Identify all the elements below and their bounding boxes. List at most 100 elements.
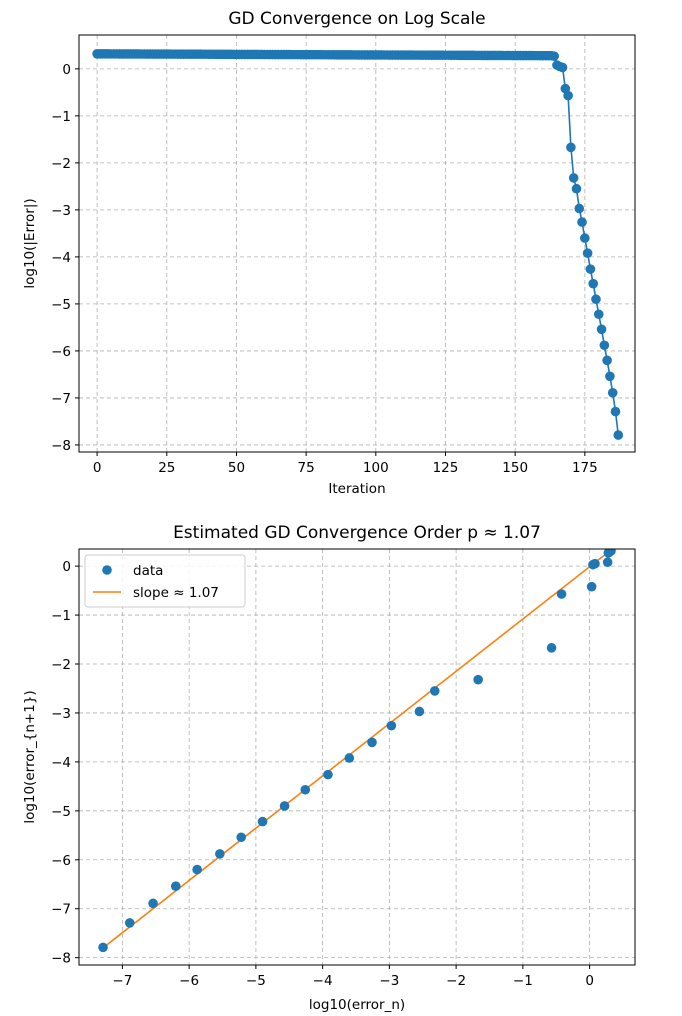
data-point (386, 720, 397, 731)
data-point (566, 142, 576, 153)
y-tick-label: −8 (51, 951, 71, 967)
data-point (574, 203, 585, 214)
data-point (593, 309, 604, 320)
data-point (367, 737, 377, 748)
x-tick-label: −1 (513, 973, 533, 989)
y-axis: 0 −1 −2 −3 −4 −5 −6 −7 −8 (51, 559, 79, 967)
data-point (300, 784, 311, 795)
y-tick-label: 0 (62, 62, 71, 78)
chart-title: Estimated GD Convergence Order p ≈ 1.07 (173, 523, 541, 543)
data-point (602, 355, 612, 366)
x-axis-label: log10(error_n) (309, 997, 405, 1013)
legend-marker (102, 565, 112, 575)
axes-frame (78, 548, 636, 966)
x-axis: 0 25 50 75 100 125 150 175 (93, 452, 598, 476)
grid (79, 35, 635, 452)
x-tick-label: −7 (112, 973, 132, 989)
legend-label: slope ≈ 1.07 (133, 585, 219, 601)
y-tick-label: −6 (51, 344, 71, 360)
data-point (580, 233, 590, 243)
data-point (613, 430, 624, 440)
data-point (429, 686, 440, 696)
y-tick-label: −7 (51, 902, 71, 918)
legend-box (84, 554, 246, 608)
x-tick-label: 75 (298, 460, 315, 476)
data-point (586, 581, 597, 592)
x-tick-label: −3 (379, 973, 399, 989)
plot-area (92, 49, 624, 440)
x-tick-label: 150 (502, 460, 528, 476)
x-tick-label: 0 (585, 973, 594, 989)
x-tick-label: 50 (228, 460, 245, 476)
y-tick-label: −2 (51, 156, 71, 172)
data-point (585, 264, 596, 274)
x-tick-label: 0 (93, 460, 102, 476)
data-point (344, 753, 355, 763)
fit-line (102, 549, 612, 949)
axes-frame (78, 34, 636, 453)
data-point (556, 589, 567, 599)
y-tick-label: −3 (51, 706, 71, 722)
data-point (568, 173, 579, 183)
data-point (607, 387, 618, 398)
x-tick-label: −4 (313, 973, 333, 989)
x-tick-label: −2 (446, 973, 466, 989)
y-tick-label: −4 (51, 250, 71, 266)
y-tick-label: −7 (51, 391, 71, 407)
data-point (192, 864, 202, 875)
legend-label: data (133, 563, 163, 579)
x-tick-label: −5 (246, 973, 266, 989)
data-point (571, 183, 582, 194)
legend: data slope ≈ 1.07 (84, 554, 246, 608)
y-tick-label: −1 (51, 608, 71, 624)
data-point (236, 832, 246, 843)
y-tick-label: 0 (62, 559, 71, 575)
chart-2: Estimated GD Convergence Order p ≈ 1.07 −… (22, 523, 636, 1013)
data-point (546, 643, 557, 653)
data-point (602, 557, 613, 568)
y-tick-label: −5 (51, 297, 71, 313)
data-point (124, 918, 135, 928)
y-tick-label: −3 (51, 203, 71, 219)
grid (79, 549, 635, 965)
data-point (591, 294, 601, 305)
y-axis: 0 −1 −2 −3 −4 −5 −6 −7 −8 (51, 62, 79, 454)
data-point (588, 278, 598, 289)
plot-area (98, 549, 616, 953)
data-point (148, 898, 158, 909)
y-tick-label: −5 (51, 804, 71, 820)
y-tick-label: −2 (51, 657, 71, 673)
y-axis-label: log10(error_{n+1}) (22, 690, 38, 823)
data-point (323, 769, 333, 780)
data-point (98, 942, 108, 953)
data-point (215, 849, 225, 859)
x-axis-label: Iteration (328, 481, 385, 497)
x-tick-label: 25 (158, 460, 175, 476)
y-tick-label: −6 (51, 853, 71, 869)
data-point (257, 816, 268, 827)
y-axis-label: log10(|Error|) (22, 198, 38, 288)
data-point (549, 51, 559, 61)
data-point (605, 371, 615, 382)
data-point (473, 674, 483, 685)
x-tick-label: −6 (179, 973, 199, 989)
x-axis: −7 −6 −5 −4 −3 −2 −1 0 (112, 965, 594, 989)
data-point (588, 559, 598, 570)
x-tick-label: 100 (363, 460, 389, 476)
data-point (599, 340, 610, 351)
y-tick-label: −4 (51, 755, 71, 771)
x-tick-label: 125 (433, 460, 459, 476)
data-point (577, 217, 587, 227)
data-point (582, 248, 593, 258)
data-point (557, 62, 568, 73)
data-point (596, 324, 607, 335)
chart-1: GD Convergence on Log Scale 0 25 50 75 100 125… (22, 9, 636, 497)
data-point (170, 881, 181, 892)
data-point (603, 549, 614, 558)
x-tick-label: 175 (572, 460, 598, 476)
y-tick-label: −8 (51, 438, 71, 454)
data-point (610, 406, 621, 417)
data-point (563, 90, 573, 101)
chart-title: GD Convergence on Log Scale (228, 9, 485, 29)
